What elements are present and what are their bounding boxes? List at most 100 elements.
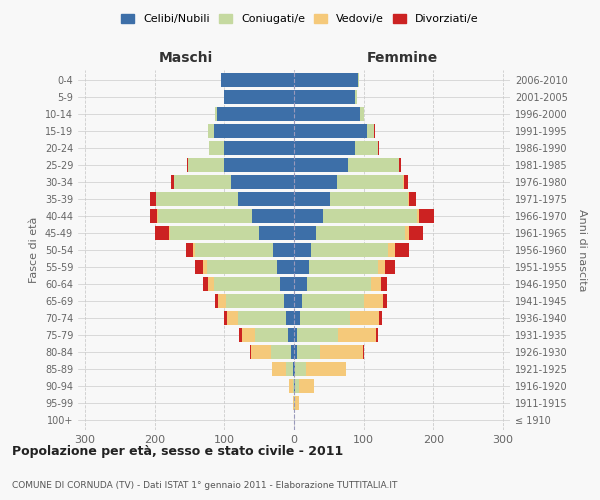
Bar <box>294 362 295 376</box>
Bar <box>186 243 193 257</box>
Bar <box>286 362 293 376</box>
Bar <box>294 378 295 393</box>
Bar <box>215 294 218 308</box>
Bar <box>294 310 299 325</box>
Bar <box>174 175 231 190</box>
Bar <box>294 396 295 410</box>
Bar <box>214 276 280 291</box>
Bar <box>195 243 273 257</box>
Bar <box>214 124 294 138</box>
Bar <box>221 73 294 88</box>
Bar <box>271 344 290 359</box>
Bar <box>188 158 224 172</box>
Bar <box>218 294 226 308</box>
Bar <box>358 73 359 88</box>
Bar <box>203 276 208 291</box>
Bar <box>385 260 395 274</box>
Bar <box>151 209 157 224</box>
Bar <box>224 141 294 156</box>
Bar <box>379 310 382 325</box>
Bar <box>374 124 375 138</box>
Bar <box>406 226 409 240</box>
Bar <box>294 192 330 206</box>
Bar <box>208 276 214 291</box>
Bar <box>293 396 294 410</box>
Bar <box>250 344 251 359</box>
Bar <box>360 107 364 122</box>
Bar <box>151 192 156 206</box>
Bar <box>290 344 294 359</box>
Bar <box>239 328 242 342</box>
Bar <box>238 310 286 325</box>
Bar <box>195 260 203 274</box>
Bar <box>226 294 284 308</box>
Bar <box>371 276 381 291</box>
Y-axis label: Anni di nascita: Anni di nascita <box>577 209 587 291</box>
Bar <box>299 310 350 325</box>
Bar <box>227 310 238 325</box>
Bar <box>330 192 408 206</box>
Bar <box>310 260 377 274</box>
Bar <box>311 243 388 257</box>
Bar <box>289 378 293 393</box>
Bar <box>294 226 316 240</box>
Bar <box>337 175 403 190</box>
Bar <box>293 378 294 393</box>
Bar <box>208 124 214 138</box>
Bar <box>293 362 294 376</box>
Bar <box>295 362 306 376</box>
Bar <box>294 276 307 291</box>
Bar <box>409 226 423 240</box>
Bar <box>294 107 360 122</box>
Bar <box>338 328 376 342</box>
Bar <box>224 158 294 172</box>
Bar <box>295 396 299 410</box>
Bar <box>298 328 338 342</box>
Bar <box>377 141 379 156</box>
Bar <box>377 260 385 274</box>
Bar <box>381 276 386 291</box>
Bar <box>170 175 174 190</box>
Bar <box>215 107 217 122</box>
Bar <box>364 294 383 308</box>
Bar <box>306 362 346 376</box>
Bar <box>367 124 374 138</box>
Bar <box>158 209 252 224</box>
Bar <box>403 175 404 190</box>
Bar <box>395 243 409 257</box>
Bar <box>294 124 367 138</box>
Bar <box>398 158 401 172</box>
Bar <box>273 243 294 257</box>
Bar <box>286 310 294 325</box>
Bar <box>294 141 355 156</box>
Bar <box>316 226 406 240</box>
Bar <box>224 90 294 104</box>
Text: COMUNE DI CORNUDA (TV) - Dati ISTAT 1° gennaio 2011 - Elaborazione TUTTITALIA.IT: COMUNE DI CORNUDA (TV) - Dati ISTAT 1° g… <box>12 481 397 490</box>
Text: Maschi: Maschi <box>159 51 213 65</box>
Bar <box>277 260 294 274</box>
Bar <box>419 209 434 224</box>
Bar <box>418 209 419 224</box>
Bar <box>242 328 255 342</box>
Text: Popolazione per età, sesso e stato civile - 2011: Popolazione per età, sesso e stato civil… <box>12 444 343 458</box>
Bar <box>302 294 364 308</box>
Bar <box>156 192 238 206</box>
Bar <box>224 310 227 325</box>
Bar <box>272 362 286 376</box>
Bar <box>323 209 418 224</box>
Bar <box>350 310 379 325</box>
Bar <box>299 378 314 393</box>
Bar <box>298 344 320 359</box>
Bar <box>170 226 259 240</box>
Bar <box>294 209 323 224</box>
Bar <box>187 158 188 172</box>
Bar <box>409 192 416 206</box>
Bar <box>307 276 371 291</box>
Bar <box>294 294 302 308</box>
Bar <box>294 73 358 88</box>
Bar <box>294 328 298 342</box>
Bar <box>294 243 311 257</box>
Y-axis label: Fasce di età: Fasce di età <box>29 217 39 283</box>
Bar <box>355 141 377 156</box>
Bar <box>388 243 395 257</box>
